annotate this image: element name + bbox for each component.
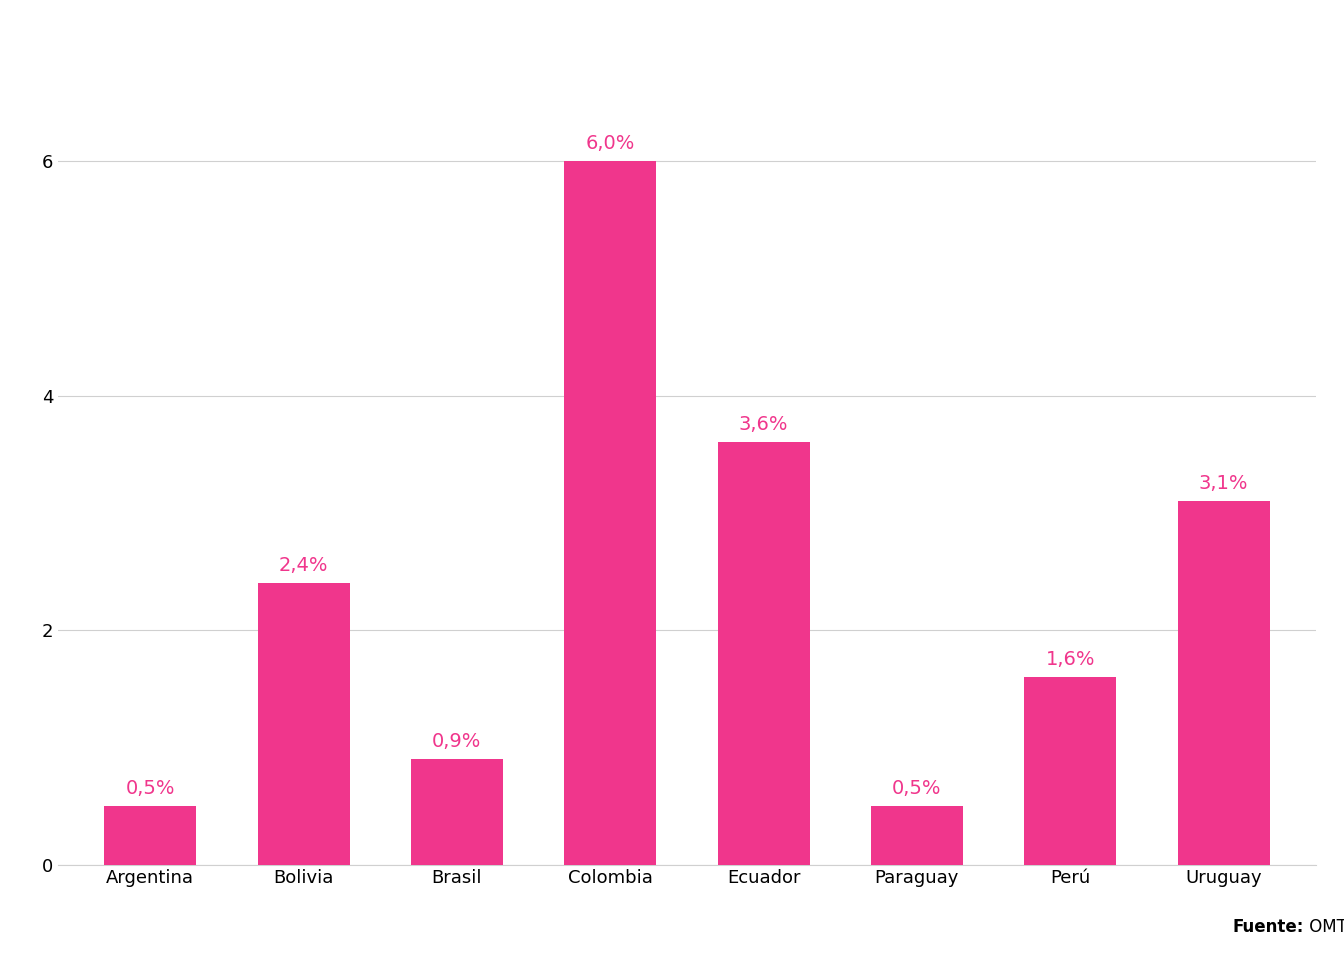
Bar: [871, 805, 962, 865]
Bar: [1024, 677, 1117, 865]
Bar: [564, 161, 656, 865]
Text: OMT y Banco Mundial.: OMT y Banco Mundial.: [1304, 918, 1344, 936]
Bar: [1177, 501, 1270, 865]
Text: 0,5%: 0,5%: [125, 779, 175, 798]
Text: 0,9%: 0,9%: [433, 732, 481, 751]
Text: 3,6%: 3,6%: [739, 416, 789, 434]
Text: 1,6%: 1,6%: [1046, 650, 1095, 669]
Bar: [258, 583, 349, 865]
Bar: [411, 759, 503, 865]
Bar: [718, 443, 809, 865]
Text: 2,4%: 2,4%: [278, 556, 328, 575]
Text: 3,1%: 3,1%: [1199, 474, 1249, 492]
Bar: [105, 805, 196, 865]
Text: Fuente:: Fuente:: [1232, 918, 1304, 936]
Text: 6,0%: 6,0%: [586, 133, 634, 153]
Text: 0,5%: 0,5%: [892, 779, 942, 798]
